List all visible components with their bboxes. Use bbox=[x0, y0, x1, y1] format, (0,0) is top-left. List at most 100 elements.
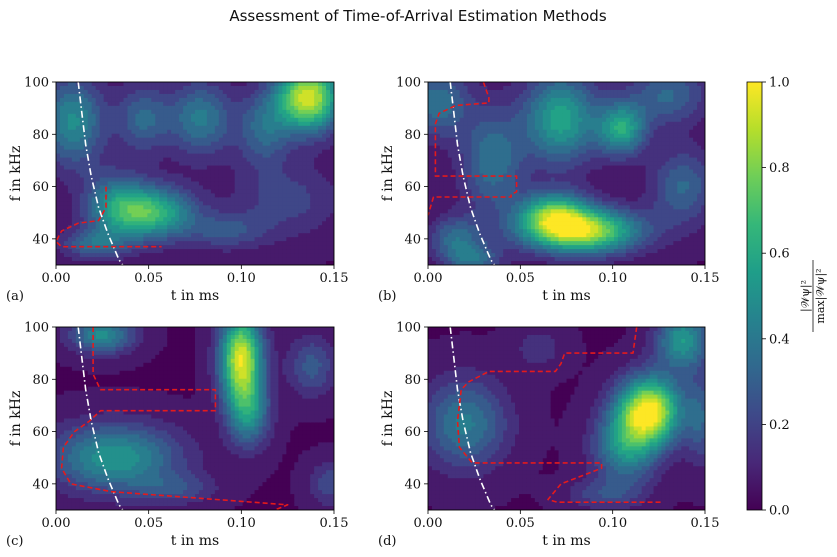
heatmap-cell bbox=[306, 217, 311, 222]
heatmap-cell bbox=[322, 117, 327, 123]
heatmap-cell bbox=[566, 181, 572, 187]
heatmap-cell bbox=[503, 137, 508, 143]
heatmap-cell bbox=[151, 85, 156, 91]
heatmap-cell bbox=[546, 113, 552, 119]
heatmap-cell bbox=[95, 253, 101, 258]
heatmap-cell bbox=[286, 185, 291, 191]
heatmap-cell bbox=[519, 229, 524, 234]
heatmap-cell bbox=[566, 185, 572, 191]
heatmap-cell bbox=[443, 117, 449, 123]
heatmap-cell bbox=[542, 197, 548, 202]
heatmap-cell bbox=[99, 177, 105, 183]
heatmap-cell bbox=[111, 97, 117, 103]
heatmap-cell bbox=[550, 89, 556, 95]
heatmap-cell bbox=[302, 157, 307, 163]
heatmap-cell bbox=[471, 157, 477, 163]
heatmap-cell bbox=[79, 157, 85, 163]
heatmap-cell bbox=[439, 257, 445, 262]
heatmap-cell bbox=[67, 241, 73, 246]
heatmap-cell bbox=[314, 141, 319, 147]
heatmap-cell bbox=[59, 189, 65, 194]
heatmap-cell bbox=[318, 261, 323, 265]
heatmap-cell bbox=[167, 141, 172, 147]
heatmap-cell bbox=[87, 133, 93, 139]
heatmap-cell bbox=[274, 209, 279, 214]
heatmap-cell bbox=[286, 165, 291, 171]
heatmap-cell bbox=[495, 137, 500, 143]
heatmap-cell bbox=[447, 157, 453, 163]
heatmap-cell bbox=[63, 241, 69, 246]
heatmap-cell bbox=[179, 145, 184, 151]
heatmap-cell bbox=[155, 185, 160, 191]
heatmap-cell bbox=[75, 93, 81, 99]
heatmap-cell bbox=[163, 209, 168, 214]
heatmap-cell bbox=[115, 137, 121, 143]
heatmap-cell bbox=[238, 109, 244, 115]
heatmap-cell bbox=[566, 197, 572, 202]
heatmap-cell bbox=[99, 205, 105, 210]
heatmap-cell bbox=[226, 101, 232, 107]
heatmap-cell bbox=[306, 237, 311, 242]
heatmap-cell bbox=[306, 241, 311, 246]
heatmap-cell bbox=[558, 197, 564, 202]
heatmap-cell bbox=[87, 205, 93, 210]
heatmap-cell bbox=[151, 189, 156, 194]
heatmap-cell bbox=[530, 93, 536, 99]
heatmap-cell bbox=[499, 141, 504, 147]
heatmap-cell bbox=[314, 217, 319, 222]
heatmap-cell bbox=[198, 129, 204, 135]
heatmap-cell bbox=[258, 121, 264, 127]
heatmap-cell bbox=[467, 241, 473, 246]
heatmap-cell bbox=[123, 97, 129, 103]
heatmap-cell bbox=[250, 161, 256, 167]
heatmap-cell bbox=[439, 245, 445, 250]
heatmap-cell bbox=[471, 173, 477, 179]
heatmap-cell bbox=[282, 149, 287, 155]
heatmap-cell bbox=[459, 245, 465, 250]
heatmap-cell bbox=[135, 121, 140, 127]
heatmap-cell bbox=[530, 193, 536, 198]
heatmap-cell bbox=[179, 197, 184, 202]
heatmap-cell bbox=[95, 209, 101, 214]
heatmap-cell bbox=[558, 253, 564, 258]
heatmap-cell bbox=[467, 145, 473, 151]
heatmap-cell bbox=[471, 133, 477, 139]
heatmap-cell bbox=[135, 185, 140, 191]
heatmap-cell bbox=[210, 173, 216, 179]
heatmap-cell bbox=[554, 261, 560, 265]
heatmap-cell bbox=[318, 125, 323, 131]
heatmap-cell bbox=[115, 209, 121, 214]
heatmap-cell bbox=[56, 169, 61, 175]
heatmap-cell bbox=[270, 149, 276, 155]
heatmap-cell bbox=[266, 129, 272, 135]
heatmap-cell bbox=[87, 209, 93, 214]
heatmap-cell bbox=[566, 93, 572, 99]
heatmap-cell bbox=[67, 193, 73, 198]
heatmap-cell bbox=[234, 153, 240, 159]
heatmap-cell bbox=[103, 161, 109, 167]
heatmap-cell bbox=[79, 117, 85, 123]
heatmap-cell bbox=[310, 153, 315, 159]
heatmap-cell bbox=[286, 249, 291, 254]
heatmap-cell bbox=[63, 197, 69, 202]
heatmap-cell bbox=[163, 213, 168, 218]
heatmap-cell bbox=[435, 237, 441, 242]
heatmap-cell bbox=[87, 101, 93, 107]
heatmap-cell bbox=[519, 93, 524, 99]
heatmap-cell bbox=[298, 161, 303, 167]
heatmap-cell bbox=[302, 245, 307, 250]
heatmap-cell bbox=[183, 233, 188, 238]
heatmap-cell bbox=[159, 157, 164, 163]
heatmap-cell bbox=[191, 217, 196, 222]
heatmap-cell bbox=[71, 221, 77, 226]
heatmap-cell bbox=[226, 249, 232, 254]
heatmap-cell bbox=[115, 141, 121, 147]
heatmap-cell bbox=[479, 149, 484, 155]
heatmap-cell bbox=[79, 165, 85, 171]
heatmap-cell bbox=[210, 221, 216, 226]
heatmap-cell bbox=[151, 197, 156, 202]
heatmap-cell bbox=[250, 82, 256, 87]
heatmap-cell bbox=[526, 157, 532, 163]
heatmap-cell bbox=[163, 117, 168, 123]
heatmap-cell bbox=[278, 253, 283, 258]
